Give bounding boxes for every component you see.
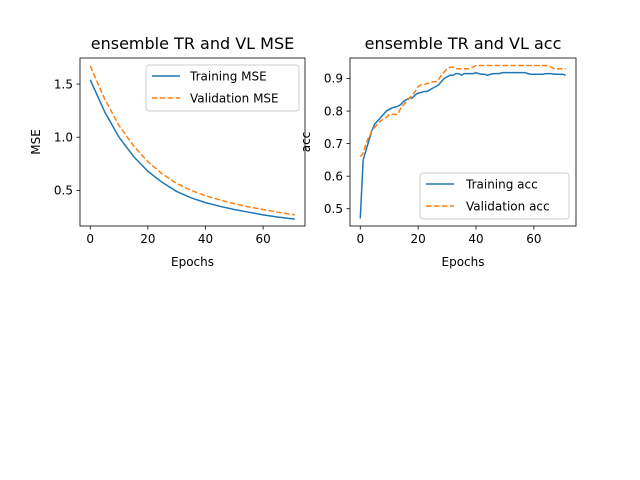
- acc-series-training-line: [359, 71, 566, 219]
- acc-x-tick-label: 40: [468, 232, 483, 246]
- mse-x-axis-label: Epochs: [171, 255, 214, 269]
- acc-chart-title: ensemble TR and VL acc: [365, 34, 562, 53]
- acc-y-tick-label: 0.9: [324, 72, 343, 86]
- acc-series-layer: [359, 64, 566, 219]
- acc-chart: ensemble TR and VL acc 0 20 40 60 0.5 0.6 0.7…: [299, 34, 577, 269]
- acc-x-ticks: 0 20 40 60: [356, 226, 542, 246]
- mse-plot-frame: [79, 57, 306, 227]
- acc-legend-box: [419, 172, 570, 220]
- mse-y-tick-label: 1.0: [54, 130, 73, 144]
- acc-legend: Training acc Validation acc: [419, 172, 570, 220]
- mse-y-tick-label: 1.5: [54, 77, 73, 91]
- mse-legend-box: [145, 64, 300, 112]
- mse-legend: Training MSE Validation MSE: [145, 64, 300, 112]
- acc-x-tick-label: 20: [411, 232, 426, 246]
- acc-y-ticks: 0.5 0.6 0.7 0.8 0.9: [324, 72, 350, 216]
- acc-legend-training-label: Training acc: [465, 178, 538, 192]
- mse-series-layer: [89, 65, 295, 220]
- acc-legend-validation-label: Validation acc: [466, 200, 550, 214]
- mse-x-tick-label: 0: [86, 232, 94, 246]
- acc-x-tick-label: 0: [356, 232, 364, 246]
- mse-x-tick-label: 40: [198, 232, 213, 246]
- acc-y-tick-label: 0.5: [324, 202, 343, 216]
- acc-y-axis-label: acc: [299, 132, 313, 153]
- mse-y-ticks: 0.5 1.0 1.5: [54, 77, 80, 198]
- mse-legend-training-label: Training MSE: [189, 70, 267, 84]
- mse-x-ticks: 0 20 40 60: [86, 226, 271, 246]
- mse-y-axis-label: MSE: [29, 129, 43, 155]
- mse-y-tick-label: 0.5: [54, 184, 73, 198]
- mse-chart: ensemble TR and VL MSE 0 20 40 60 0.5 1.0 1.5…: [29, 34, 306, 269]
- acc-y-tick-label: 0.8: [324, 104, 343, 118]
- acc-x-axis-label: Epochs: [442, 255, 485, 269]
- acc-plot-frame: [349, 57, 577, 227]
- acc-series-validation-line: [359, 64, 566, 158]
- mse-series-validation-line: [89, 65, 295, 216]
- acc-y-tick-label: 0.7: [324, 137, 343, 151]
- mse-legend-validation-label: Validation MSE: [190, 92, 279, 106]
- acc-y-tick-label: 0.6: [324, 169, 343, 183]
- acc-x-tick-label: 60: [526, 232, 541, 246]
- mse-x-tick-label: 20: [140, 232, 155, 246]
- mse-x-tick-label: 60: [255, 232, 270, 246]
- mse-series-training-line: [89, 79, 295, 220]
- mse-chart-title: ensemble TR and VL MSE: [91, 34, 294, 53]
